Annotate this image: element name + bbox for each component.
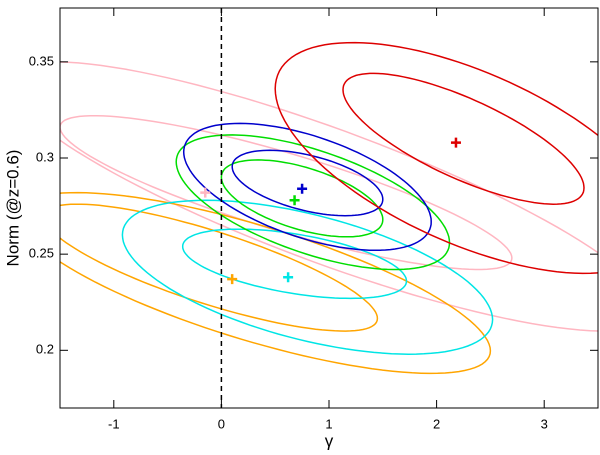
best-fit-marker <box>450 137 461 148</box>
contour <box>121 199 494 355</box>
x-tick-label: 2 <box>433 416 440 431</box>
contour <box>60 61 598 332</box>
contour <box>181 228 408 300</box>
contour <box>60 191 492 375</box>
best-fit-marker <box>227 274 238 285</box>
contour <box>175 134 451 271</box>
contour <box>274 41 598 275</box>
contour <box>60 114 513 271</box>
contour <box>182 122 432 252</box>
best-fit-marker <box>289 195 300 206</box>
x-tick-label: 1 <box>325 416 332 431</box>
y-tick-label: 0.35 <box>29 53 54 68</box>
y-tick-label: 0.3 <box>36 149 54 164</box>
best-fit-marker <box>200 187 211 198</box>
x-tick-label: 3 <box>541 416 548 431</box>
contour <box>231 149 384 217</box>
contour <box>220 159 384 238</box>
contour <box>342 72 585 205</box>
contour <box>60 203 379 332</box>
plot-area <box>60 8 598 408</box>
x-tick-label: 0 <box>218 416 225 431</box>
x-axis-title: γ <box>325 431 334 450</box>
y-tick-label: 0.25 <box>29 246 54 261</box>
y-axis-title: Norm (@z=0.6) <box>3 150 22 267</box>
axes-frame <box>59 7 599 409</box>
x-tick-label: -1 <box>108 416 120 431</box>
y-tick-label: 0.2 <box>36 342 54 357</box>
best-fit-marker <box>297 183 308 194</box>
best-fit-marker <box>283 272 294 283</box>
